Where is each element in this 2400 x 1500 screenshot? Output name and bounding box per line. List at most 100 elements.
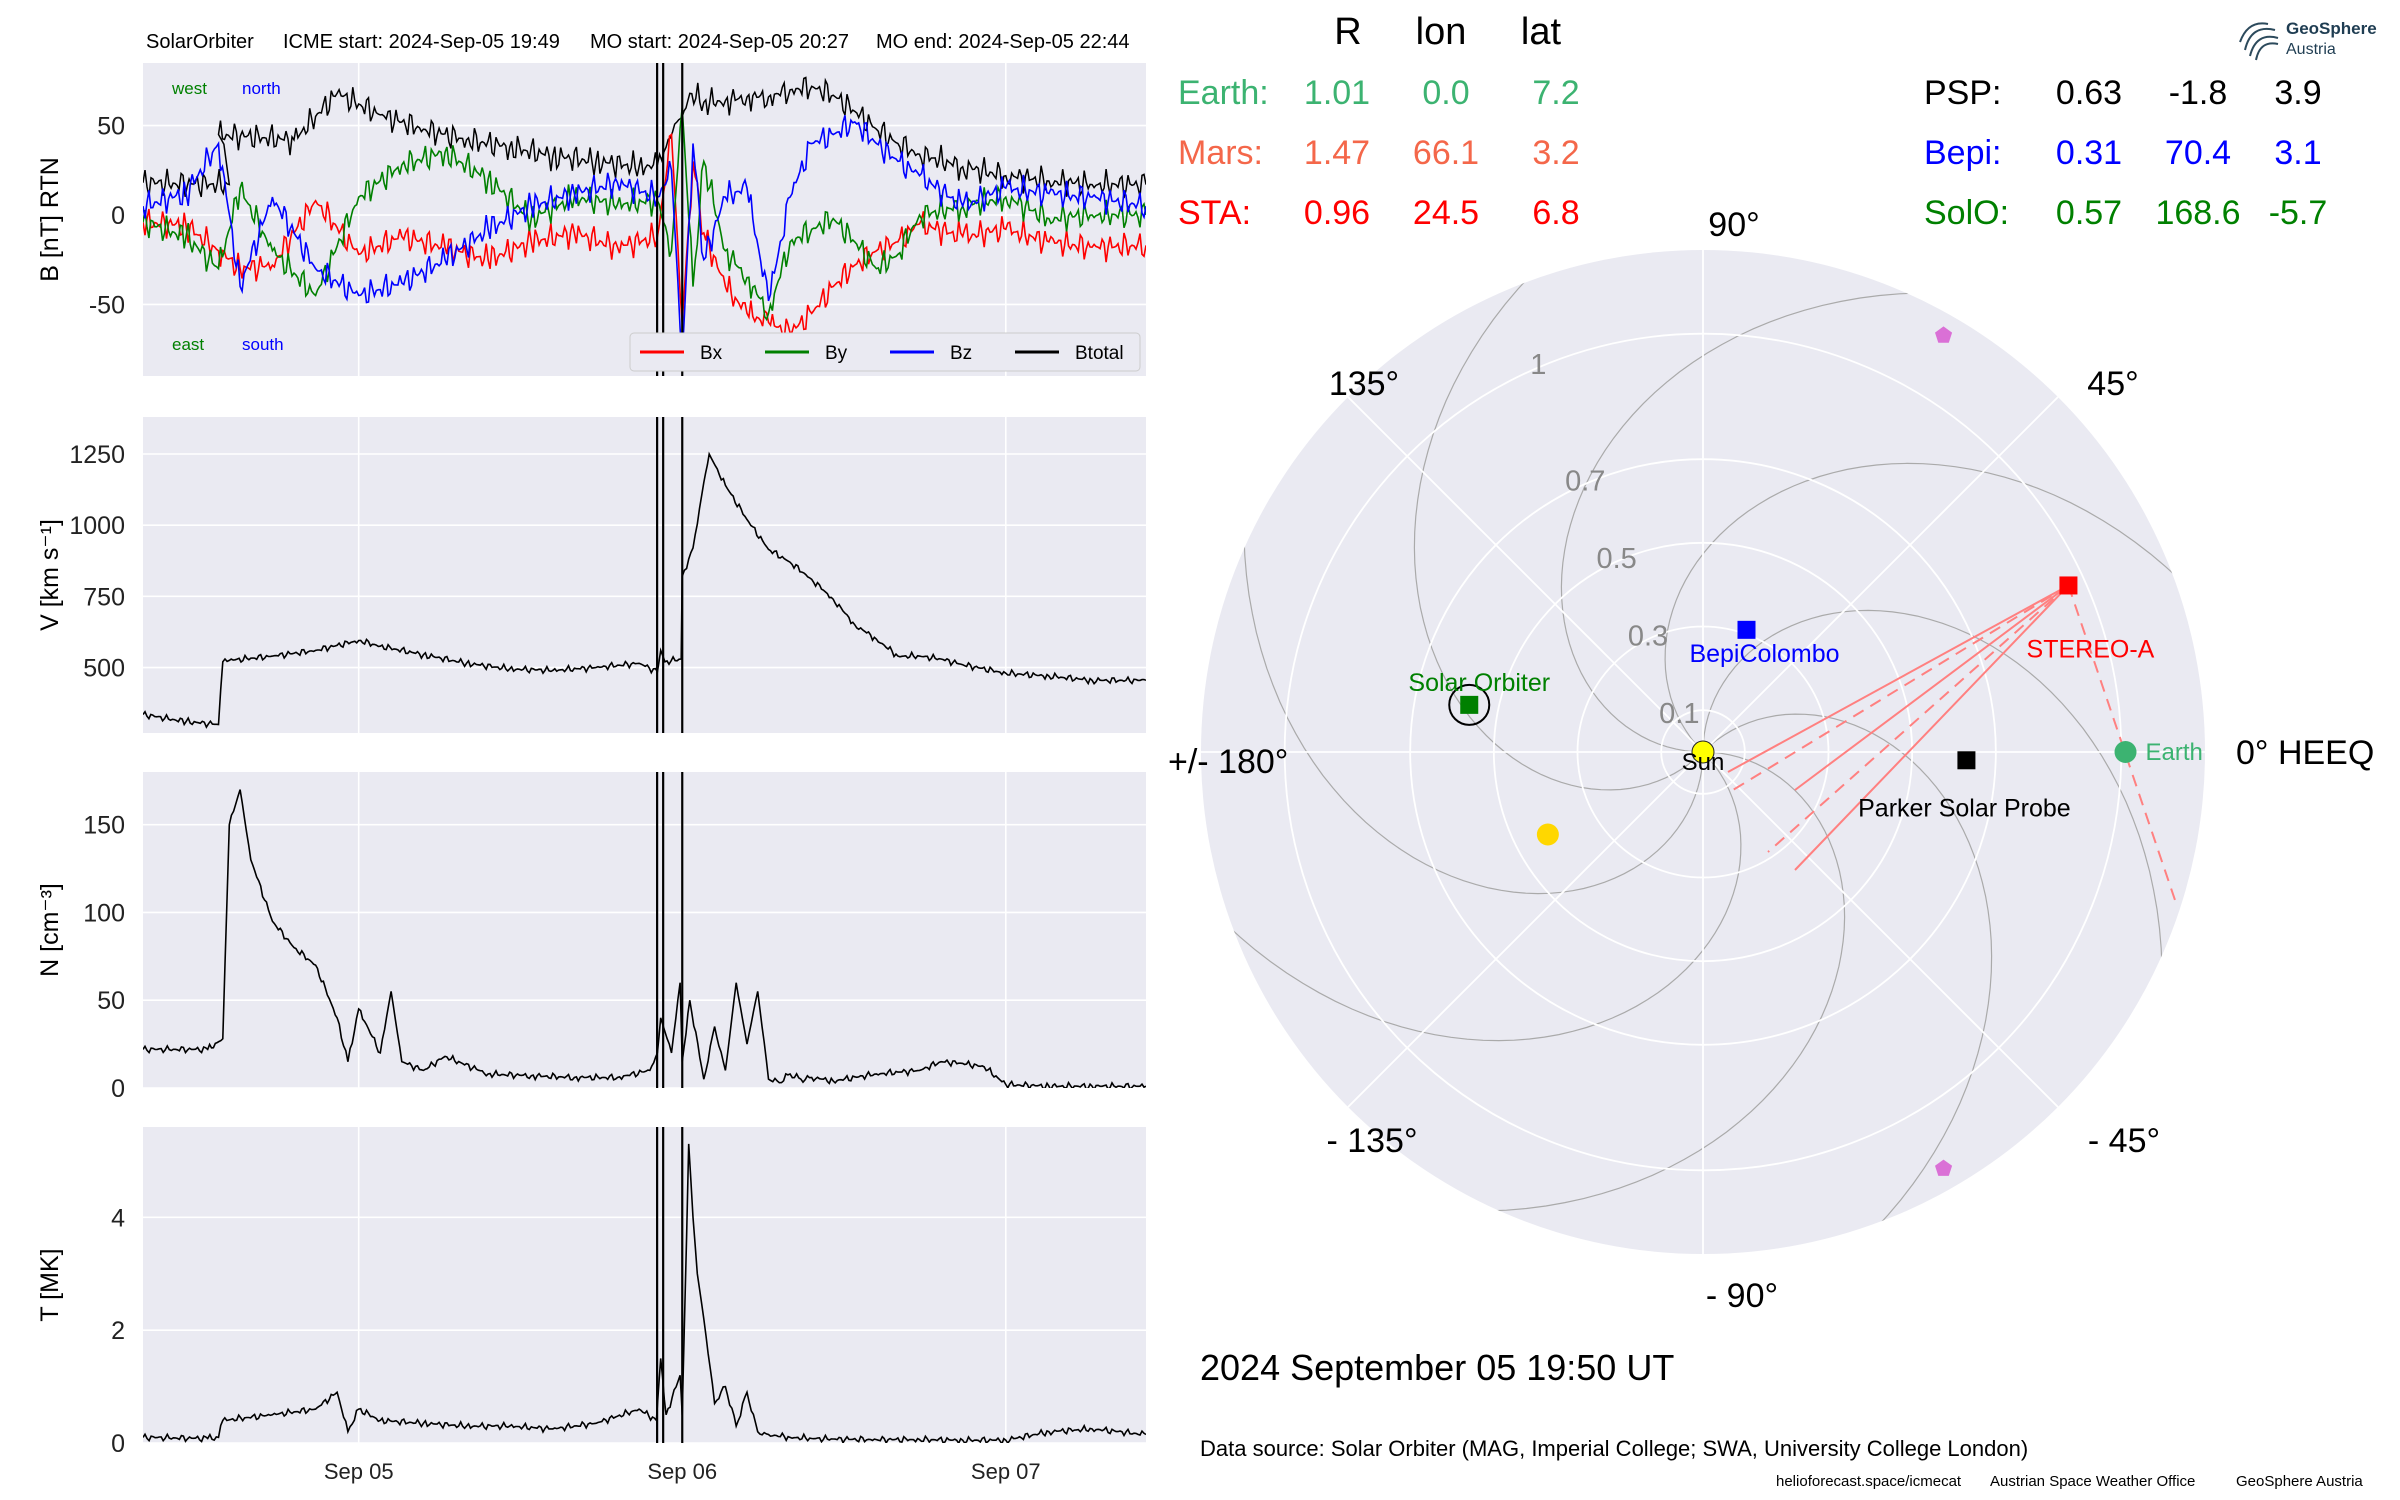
logo-line2: Austria	[2286, 41, 2336, 58]
footer-office: Austrian Space Weather Office	[1990, 1473, 2195, 1490]
panel-temperature: 0 2 4 T [MK] Sep 05 Sep 06 Sep 07	[36, 1127, 1146, 1484]
table-lon: 66.1	[1413, 134, 1479, 172]
header-mo-start: MO start: 2024-Sep-05 20:27	[590, 31, 849, 53]
table-name: PSP:	[1924, 74, 2001, 112]
y-tick-label: 0	[111, 202, 125, 230]
angle-spoke	[1347, 396, 1704, 753]
marker-unnamed-body	[1536, 823, 1559, 846]
y-tick-label: 500	[83, 655, 125, 683]
table-lon: 0.0	[1422, 74, 1469, 112]
marker-parker-solar-probe	[1957, 751, 1976, 770]
spiral-line	[1702, 713, 1993, 1254]
table-lon: -1.8	[2169, 74, 2228, 112]
table-header-lon: lon	[1416, 11, 1467, 53]
table-r: 0.63	[2056, 74, 2122, 112]
header-icme-start: ICME start: 2024-Sep-05 19:49	[283, 31, 560, 53]
header-mo-end: MO end: 2024-Sep-05 22:44	[876, 31, 1130, 53]
timeseries-panels: -50 0 50 B [nT] RTN west north east south Bx By Bz…	[36, 63, 1146, 1484]
stereo-a-fov-line	[1727, 584, 2069, 773]
y-axis-label: T [MK]	[36, 1248, 64, 1321]
angle-label: 45°	[2087, 365, 2138, 403]
corner-label-west: west	[171, 79, 207, 98]
angle-label: +/- 180°	[1168, 743, 1288, 781]
panel-density: 0 50 100 150 N [cm⁻³]	[36, 772, 1146, 1103]
stereo-a-fov-line	[1794, 584, 2070, 871]
panel-background	[143, 417, 1146, 733]
marker-earth	[2114, 741, 2137, 763]
table-r: 0.57	[2056, 194, 2122, 232]
radial-tick-label: 0.5	[1596, 543, 1636, 575]
y-tick-label: 0	[111, 1430, 125, 1458]
table-name: STA:	[1178, 194, 1251, 232]
spiral-line	[1243, 451, 1704, 895]
angle-label: - 135°	[1326, 1122, 1417, 1160]
spiral-lines	[1201, 250, 2205, 1254]
b-legend: Bx By Bz Btotal	[629, 332, 1141, 372]
stereo-a-fov-line	[1767, 584, 2070, 853]
timestamp: 2024 September 05 19:50 UT	[1200, 1347, 1674, 1388]
table-header-lat: lat	[1521, 11, 1562, 53]
series-n	[143, 789, 1146, 1088]
panel-background	[143, 772, 1146, 1088]
y-tick-label: 1000	[69, 512, 125, 540]
orbit-polar-plot: 0.1 0.3 0.5 0.7 1 0° HEEQ 45° 90° 135° +/- 180° - …	[1168, 206, 2374, 1315]
marker-pentagon	[1935, 1159, 1953, 1176]
table-r: 1.47	[1304, 134, 1370, 172]
x-tick-label: Sep 06	[647, 1459, 717, 1484]
y-tick-label: 100	[83, 899, 125, 927]
spiral-line	[1413, 250, 1704, 791]
marker-pentagon	[1935, 326, 1953, 343]
spiral-line	[1702, 609, 2163, 1053]
y-axis-label: V [km s⁻¹]	[36, 519, 64, 631]
table-lon: 168.6	[2155, 194, 2240, 232]
series-t	[143, 1143, 1146, 1443]
table-name: Earth:	[1178, 74, 1269, 112]
marker-bepicolombo	[1737, 620, 1756, 639]
angle-label: 0° HEEQ	[2236, 734, 2374, 772]
label-stereo-a: STEREO-A	[2027, 635, 2155, 663]
spiral-line	[1402, 751, 1846, 1212]
y-axis-label: B [nT] RTN	[36, 157, 64, 282]
table-name: Bepi:	[1924, 134, 2002, 172]
table-lat: -5.7	[2269, 194, 2328, 232]
radial-tick-label: 0.1	[1659, 698, 1699, 730]
table-lon: 24.5	[1413, 194, 1479, 232]
radial-tick-label: 0.3	[1628, 621, 1668, 653]
legend-label-bx: Bx	[700, 343, 723, 364]
table-name: SolO:	[1924, 194, 2009, 232]
stereo-a-fov-line	[1794, 584, 2070, 791]
table-lat: 3.1	[2274, 134, 2321, 172]
angle-label: - 90°	[1706, 1277, 1778, 1315]
radial-tick-label: 1	[1530, 349, 1546, 381]
label-earth: Earth	[2146, 739, 2203, 766]
spiral-line	[1201, 751, 1742, 1042]
y-tick-label: 50	[97, 987, 125, 1015]
angle-spoke	[1702, 396, 2059, 753]
logo-line1: GeoSphere	[2286, 19, 2377, 38]
label-parker-solar-probe: Parker Solar Probe	[1858, 794, 2071, 822]
y-tick-label: 750	[83, 583, 125, 611]
footer-url: helioforecast.space/icmecat	[1776, 1473, 1962, 1490]
marker-stereo-a	[2059, 576, 2078, 595]
table-r: 0.96	[1304, 194, 1370, 232]
series-btotal	[143, 76, 1146, 199]
legend-box	[629, 332, 1141, 372]
spiral-line	[1560, 292, 2004, 753]
angle-spoke	[1702, 751, 2059, 1108]
y-tick-label: 50	[97, 113, 125, 141]
x-tick-label: Sep 05	[324, 1459, 394, 1484]
marker-sun	[1691, 740, 1715, 764]
label-solar-orbiter: Solar Orbiter	[1408, 669, 1550, 697]
y-tick-label: 0	[111, 1075, 125, 1103]
panel-speed: 500 750 1000 1250 V [km s⁻¹]	[36, 417, 1146, 733]
series-by	[143, 107, 1146, 322]
y-tick-label: 1250	[69, 441, 125, 469]
panel-background	[143, 1127, 1146, 1443]
geosphere-logo: GeoSphere Austria	[2239, 19, 2377, 61]
table-lat: 3.9	[2274, 74, 2321, 112]
table-lat: 7.2	[1532, 74, 1579, 112]
header-spacecraft: SolarOrbiter	[146, 31, 254, 53]
table-r: 1.01	[1304, 74, 1370, 112]
legend-label-by: By	[825, 343, 848, 364]
